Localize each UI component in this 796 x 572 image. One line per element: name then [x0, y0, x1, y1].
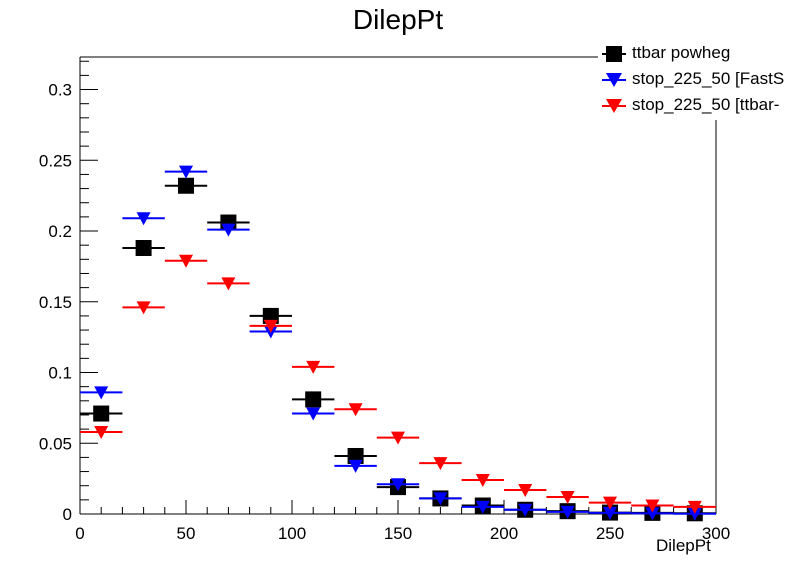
data-point [560, 505, 575, 519]
legend-marker-ttbar-powheg [602, 46, 626, 62]
data-point [391, 431, 405, 445]
data-point [94, 425, 109, 439]
data-point [475, 474, 490, 488]
series-0 [80, 177, 716, 522]
data-point [687, 507, 702, 521]
legend-marker-stop-ttbar [602, 99, 626, 113]
data-point [179, 165, 193, 179]
y-tick-label: 0.15 [39, 293, 72, 312]
data-point [263, 319, 278, 333]
axes: 0 50 100 150 200 250 300 0 0.05 0.1 0.15 0.2 0.25 0.3 [39, 56, 730, 543]
data-point [391, 478, 405, 492]
data-point [348, 459, 363, 473]
y-tick-label: 0 [63, 505, 72, 524]
x-tick-label: 0 [75, 524, 84, 543]
data-point [221, 277, 236, 291]
data-point [348, 403, 363, 417]
data-point [179, 254, 193, 268]
data-point [136, 212, 151, 226]
data-point [433, 457, 448, 471]
data-point [93, 405, 110, 422]
data-point [687, 500, 702, 514]
x-tick-label: 250 [596, 524, 624, 543]
data-point [518, 503, 533, 517]
legend-entry-stop-fastsim: stop_225_50 [FastS [598, 68, 796, 92]
data-point [560, 491, 575, 505]
x-tick-label: 100 [278, 524, 306, 543]
data-point [518, 483, 533, 497]
y-tick-label: 0.2 [48, 222, 72, 241]
x-tick-label: 200 [490, 524, 518, 543]
legend-entry-ttbar-powheg: ttbar powheg [598, 42, 796, 66]
x-axis-label: DilepPt [656, 536, 711, 555]
legend-marker-stop-fastsim [602, 73, 626, 87]
data-point [221, 223, 236, 237]
y-tick-label: 0.1 [48, 364, 72, 383]
x-tick-label: 300 [702, 524, 730, 543]
data-point [645, 507, 660, 521]
legend-label-stop-fastsim: stop_225_50 [FastS [632, 69, 785, 88]
y-tick-label: 0.25 [39, 151, 72, 170]
x-tick-label: 50 [177, 524, 196, 543]
series-1 [80, 165, 716, 521]
data-point [305, 391, 322, 408]
data-point [475, 500, 490, 514]
series-2 [80, 254, 716, 514]
x-tick-label: 150 [384, 524, 412, 543]
legend-label-ttbar-powheg: ttbar powheg [632, 43, 731, 62]
data-point [645, 499, 660, 513]
data-point [135, 240, 152, 257]
legend-entry-stop-ttbar: stop_225_50 [ttbar- [598, 94, 796, 118]
data-point [306, 360, 321, 374]
y-tick-label: 0.3 [48, 81, 72, 100]
data-point [603, 496, 617, 510]
series-layer [80, 165, 716, 522]
data-point [178, 177, 194, 194]
data-point [94, 386, 109, 400]
data-point [306, 407, 321, 421]
chart-title: DilepPt [352, 4, 444, 35]
y-tick-label: 0.05 [39, 434, 72, 453]
legend: ttbar powheg stop_225_50 [FastS stop_225… [598, 40, 796, 120]
legend-label-stop-ttbar: stop_225_50 [ttbar- [632, 95, 780, 114]
data-point [136, 301, 151, 315]
data-point [433, 492, 448, 506]
data-point [603, 506, 617, 520]
